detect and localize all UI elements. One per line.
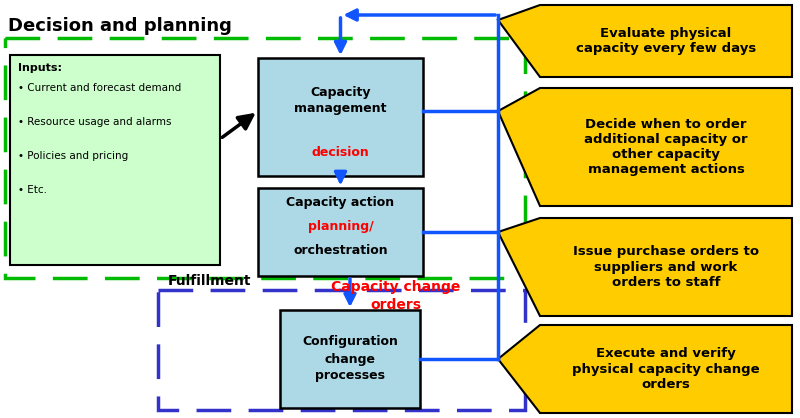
Bar	[5, 38, 525, 278]
Bar	[258, 188, 423, 276]
Text: decision: decision	[312, 146, 370, 159]
Text: • Resource usage and alarms: • Resource usage and alarms	[18, 117, 171, 127]
Polygon shape	[498, 5, 792, 77]
Text: Issue purchase orders to
suppliers and work
orders to staff: Issue purchase orders to suppliers and w…	[573, 245, 759, 288]
Text: orchestration: orchestration	[293, 244, 388, 257]
Text: planning/: planning/	[308, 220, 374, 233]
Text: Inputs:: Inputs:	[18, 63, 62, 73]
Text: Decision and planning: Decision and planning	[8, 17, 232, 35]
Text: orders: orders	[370, 298, 421, 312]
Text: Capacity action: Capacity action	[286, 196, 394, 209]
Bar	[158, 290, 525, 410]
Text: Capacity change: Capacity change	[331, 280, 460, 294]
Polygon shape	[498, 325, 792, 413]
Bar	[258, 58, 423, 176]
Text: Capacity
management: Capacity management	[294, 86, 386, 115]
Text: • Etc.: • Etc.	[18, 185, 47, 195]
Text: Configuration
change
processes: Configuration change processes	[302, 336, 398, 382]
Polygon shape	[498, 218, 792, 316]
Text: • Policies and pricing: • Policies and pricing	[18, 151, 128, 161]
Text: • Current and forecast demand: • Current and forecast demand	[18, 83, 182, 93]
Bar	[280, 310, 420, 408]
Text: Fulfillment: Fulfillment	[168, 274, 251, 288]
Text: Decide when to order
additional capacity or
other capacity
management actions: Decide when to order additional capacity…	[584, 118, 748, 176]
Bar	[10, 55, 220, 265]
Text: Execute and verify
physical capacity change
orders: Execute and verify physical capacity cha…	[572, 347, 760, 390]
Polygon shape	[498, 88, 792, 206]
Text: Evaluate physical
capacity every few days: Evaluate physical capacity every few day…	[576, 27, 756, 55]
